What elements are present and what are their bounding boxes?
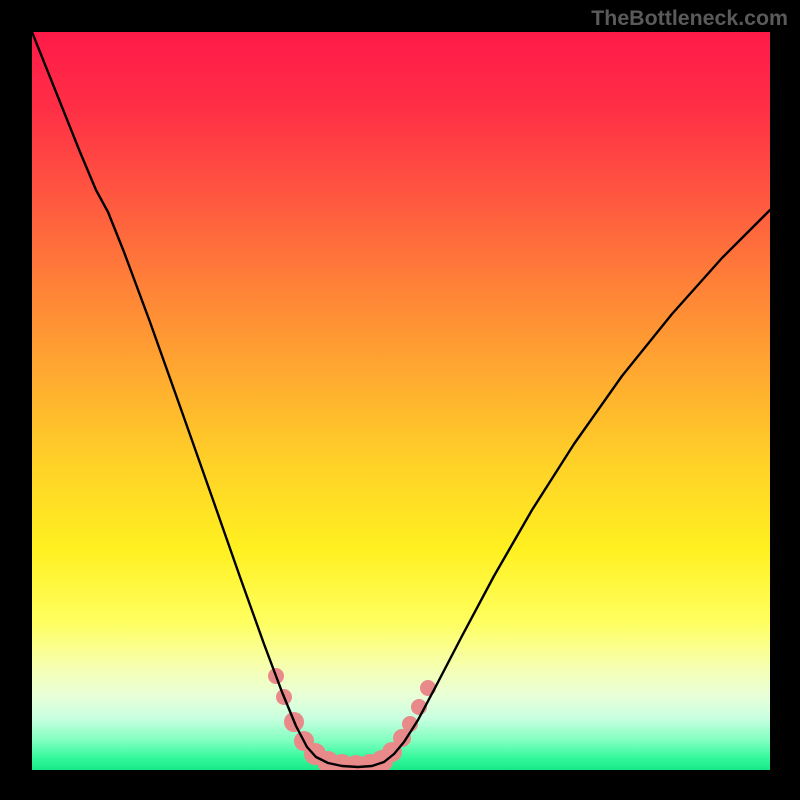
curve-overlay bbox=[32, 32, 770, 770]
plot-area bbox=[32, 32, 770, 770]
chart-container: TheBottleneck.com bbox=[0, 0, 800, 800]
watermark-text: TheBottleneck.com bbox=[591, 6, 788, 31]
bottleneck-curve bbox=[32, 32, 770, 767]
